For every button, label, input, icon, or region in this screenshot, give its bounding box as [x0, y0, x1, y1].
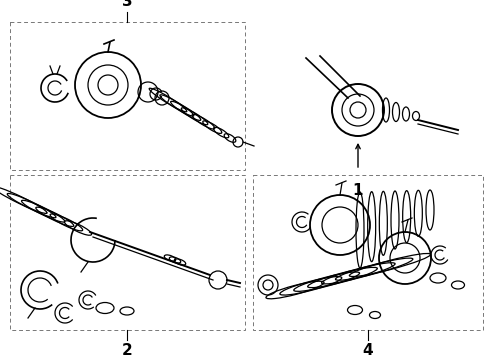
Bar	[253, 175, 483, 330]
Text: 4: 4	[363, 343, 373, 358]
Bar	[10, 22, 245, 170]
Text: 3: 3	[122, 0, 132, 9]
Text: 2: 2	[122, 343, 132, 358]
Bar	[10, 175, 245, 330]
Text: 1: 1	[353, 183, 363, 198]
